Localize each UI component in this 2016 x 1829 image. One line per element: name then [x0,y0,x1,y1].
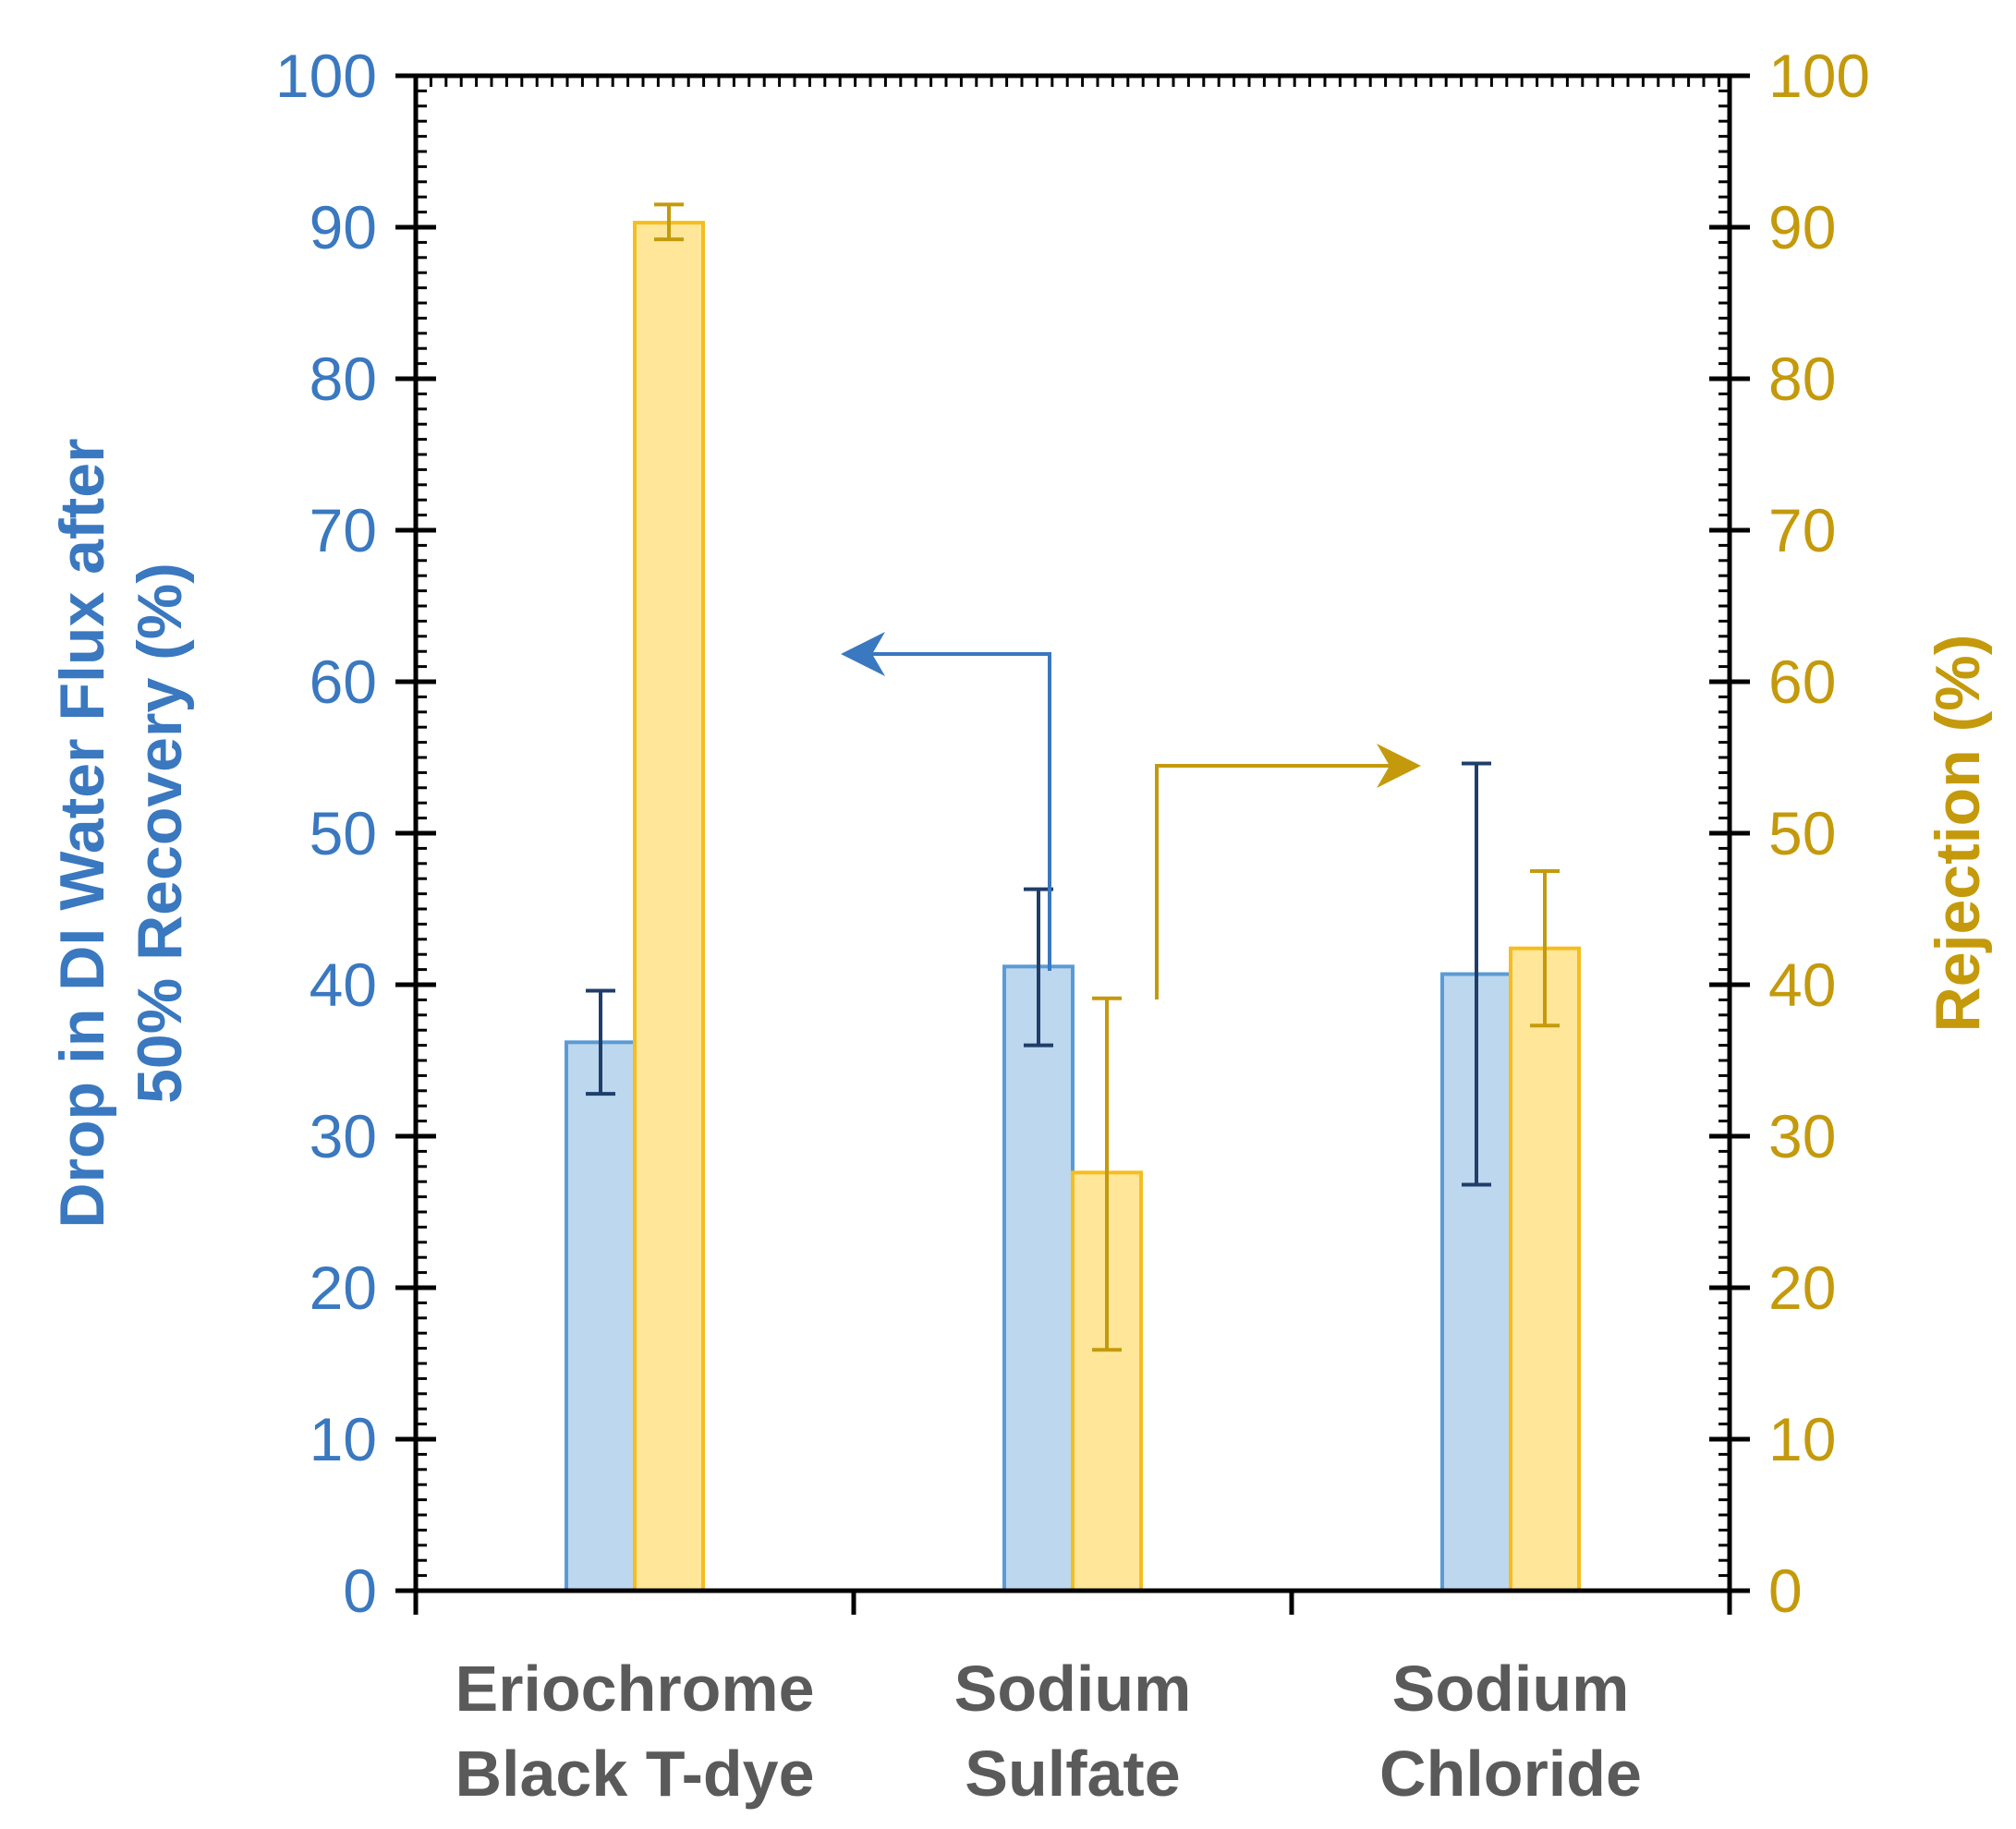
bar-rejection-0 [633,221,705,1593]
x-category-label-line: Black T-dye [455,1738,814,1810]
y-left-tick-label: 10 [310,1405,377,1473]
x-category-label-line: Sulfate [965,1738,1180,1810]
y-left-tick-label: 90 [310,193,377,261]
arrow-to-left-axis [857,652,1051,971]
y-left-axis-title-line: Drop in DI Water Flux after [47,438,117,1228]
arrow-to-right-axis [1155,764,1404,999]
y-right-tick-label: 30 [1768,1102,1836,1170]
y-right-tick-label: 40 [1768,951,1836,1019]
bar-flux-drop-1 [1002,964,1075,1593]
x-category-label: Sodium Sulfate [954,1653,1192,1810]
bars-layer [565,221,1581,1593]
y-right-tick-label: 50 [1768,799,1836,867]
labels-layer: 0 10 20 30 40 50 60 70 80 90 100 0 10 20 30 40 50 60 70 80 9… [47,42,1993,1810]
y-left-tick-label: 20 [310,1254,377,1322]
y-left-tick-label: 40 [310,951,377,1019]
y-right-tick-label: 90 [1768,193,1836,261]
x-category-label-line: Sodium [954,1653,1192,1725]
y-left-tick-label: 100 [275,42,377,110]
y-left-tick-label: 50 [310,799,377,867]
y-left-tick-label: 80 [310,345,377,413]
x-category-label-line: Eriochrome [455,1653,815,1725]
bar-rejection-2 [1509,946,1581,1593]
y-left-tick-label: 0 [343,1556,377,1625]
annotations-layer [841,632,1421,999]
axes-layer [395,73,1750,1615]
y-right-tick-label: 20 [1768,1254,1836,1322]
y-left-tick-label: 60 [310,648,377,716]
arrow-to-left-axis-head [841,632,885,676]
y-right-tick-label: 60 [1768,648,1836,716]
x-category-label-line: Sodium [1392,1653,1630,1725]
x-category-label: Eriochrome Black T-dye [455,1653,814,1810]
x-category-label: Sodium Chloride [1379,1653,1642,1810]
y-left-axis-title: Drop in DI Water Flux after 50% Recovery … [47,438,195,1228]
y-right-tick-label: 10 [1768,1405,1836,1473]
y-left-tick-label: 70 [310,496,377,564]
y-right-tick-label: 0 [1768,1556,1803,1625]
y-right-tick-label: 80 [1768,345,1836,413]
arrow-to-right-axis-head [1377,744,1421,788]
y-right-axis-title: Rejection (%) [1923,635,1993,1033]
y-right-tick-label: 100 [1768,42,1870,110]
y-right-tick-label: 70 [1768,496,1836,564]
x-category-label-line: Chloride [1379,1738,1642,1810]
bar-flux-drop-0 [565,1040,637,1593]
y-left-axis-title-line: 50% Recovery (%) [125,563,195,1104]
y-left-tick-label: 30 [310,1102,377,1170]
